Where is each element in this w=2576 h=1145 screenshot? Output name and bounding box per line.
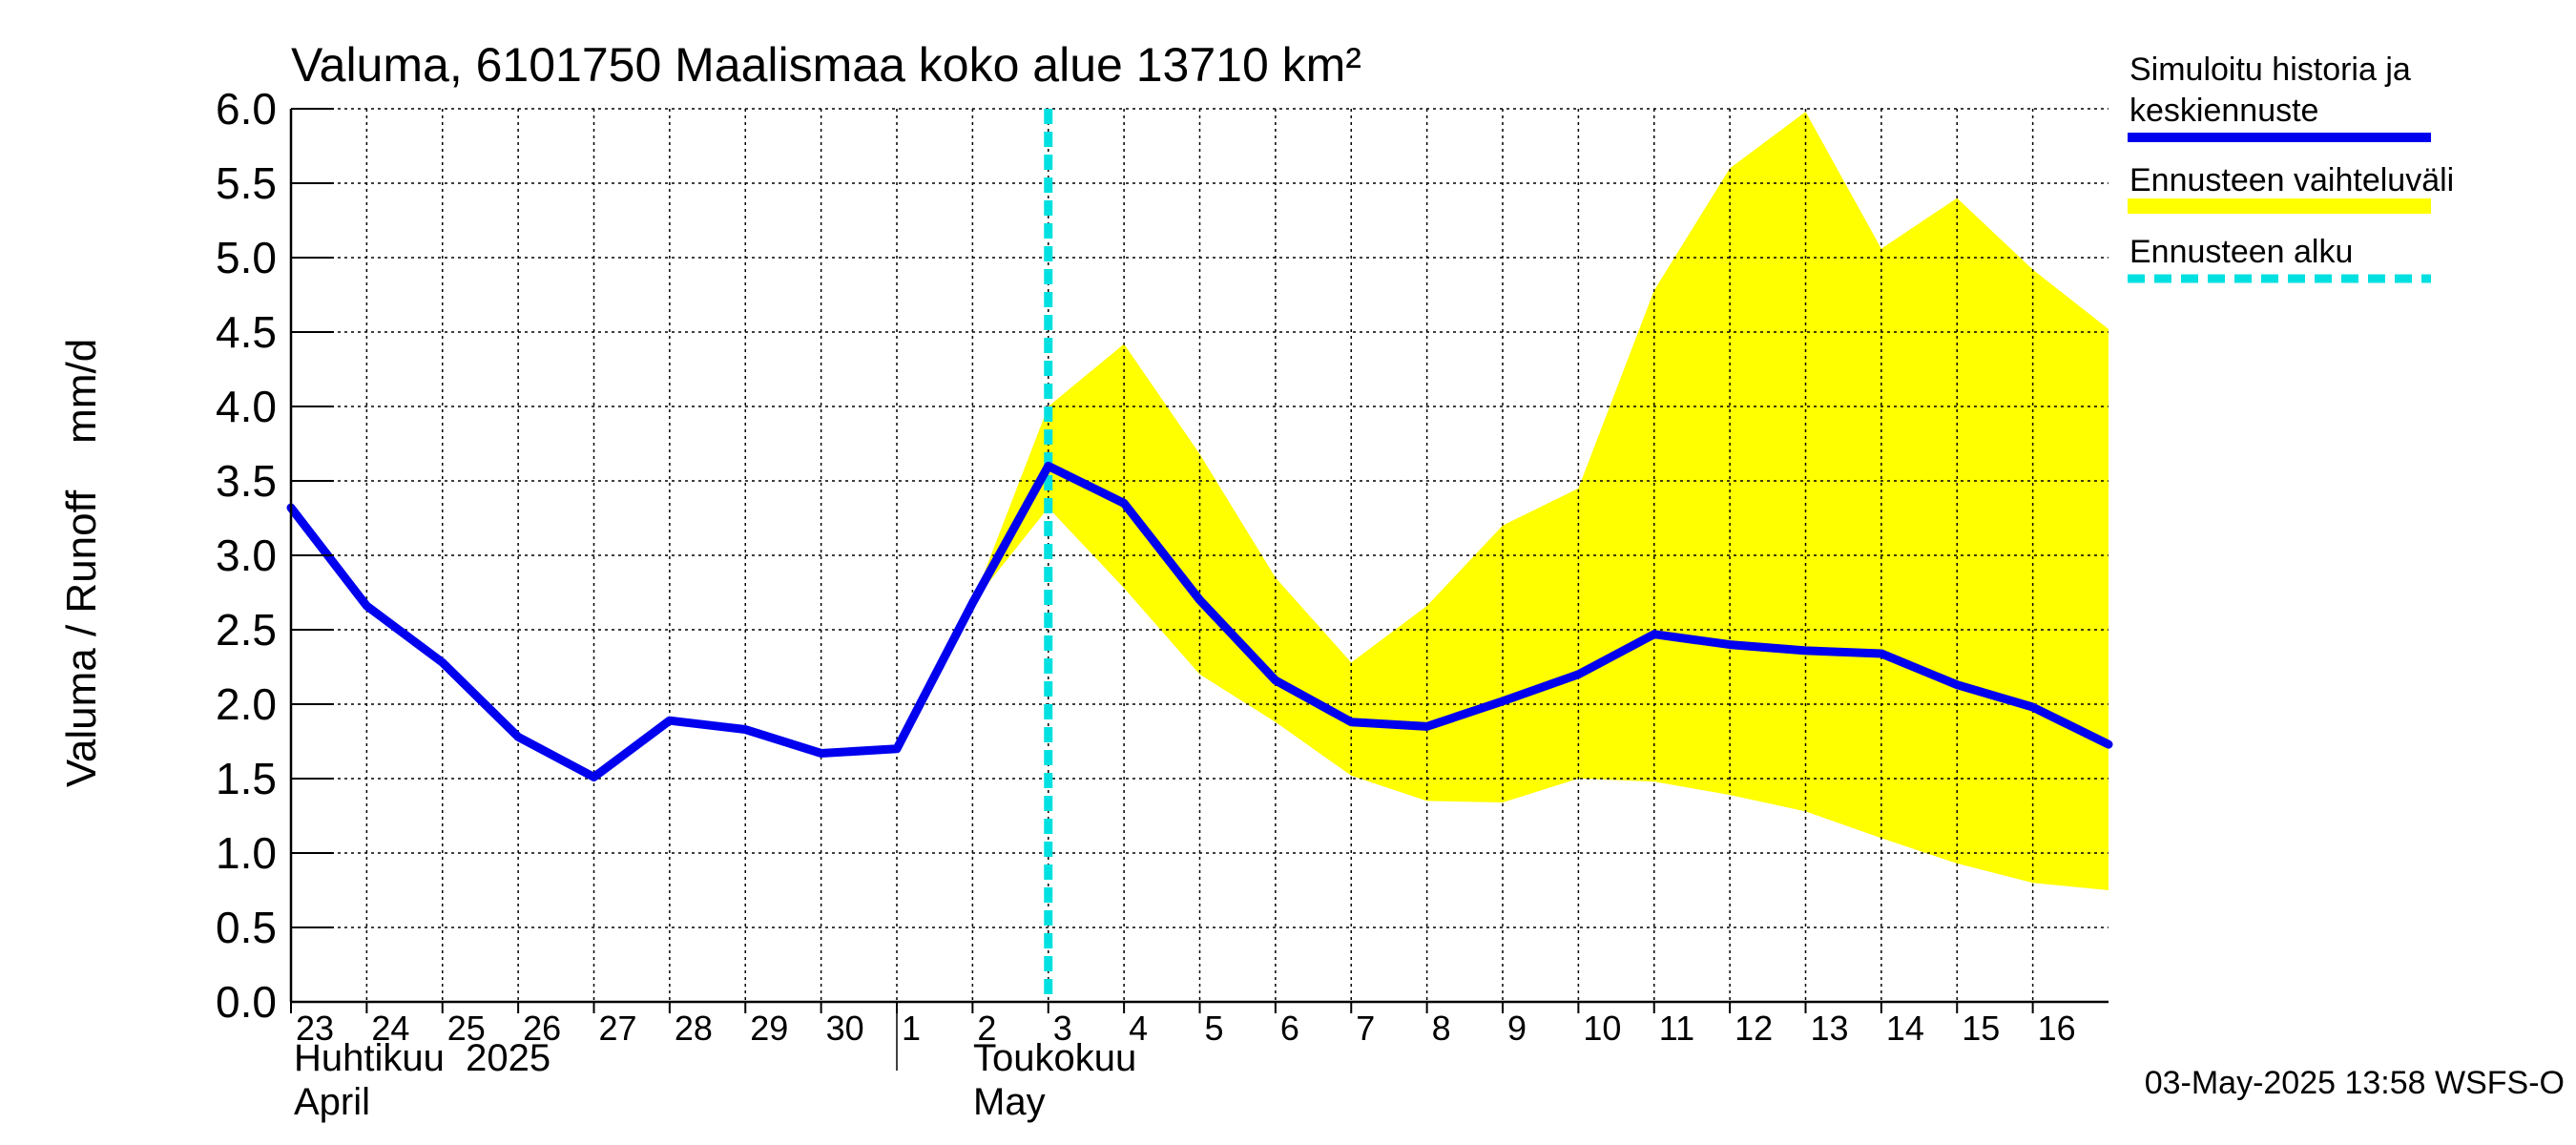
x-tick-label: 25 [447,1009,486,1048]
x-tick-label: 5 [1205,1009,1224,1048]
legend-label-series-line2: keskiennuste [2129,93,2318,129]
x-tick-label: 10 [1583,1009,1621,1048]
month-label-may: Toukokuu May [973,1037,1136,1123]
x-tick-label: 23 [296,1009,334,1048]
y-tick-label: 0.5 [216,903,277,952]
y-tick-label: 6.0 [216,84,277,134]
axes-layer: 0.0 0.5 1.0 1.5 2.0 2.5 3.0 3.5 4.0 4.5 5.0 5.5 6.0 2… [216,84,2109,1071]
x-tick-label: 15 [1962,1009,2000,1048]
legend: Simuloitu historia ja keskiennuste Ennus… [2128,52,2454,283]
legend-label-band: Ennusteen vaihteluväli [2129,162,2454,198]
y-tick-label: 4.5 [216,307,277,357]
month-label-fi-may: Toukokuu [973,1037,1136,1079]
x-tick-label: 4 [1129,1009,1148,1048]
series-line-simulated [286,461,2113,781]
x-tick-label: 8 [1432,1009,1451,1048]
month-label-en-april: April [294,1081,370,1123]
forecast-range-band [972,112,2109,891]
y-tick-label: 3.0 [216,531,277,580]
y-tick-label: 5.0 [216,233,277,282]
y-tick-label: 1.5 [216,754,277,803]
x-tick-label: 26 [523,1009,561,1048]
legend-label-forecast-start: Ennusteen alku [2129,234,2353,270]
y-tick-label: 0.0 [216,977,277,1027]
x-tick-label: 27 [599,1009,637,1048]
x-tick-label: 16 [2038,1009,2076,1048]
x-tick-label: 2 [977,1009,996,1048]
x-tick-label: 3 [1053,1009,1072,1048]
x-tick-label: 13 [1811,1009,1849,1048]
y-tick-label: 1.0 [216,828,277,878]
grid-layer [291,108,2109,1002]
series-layer [286,109,2113,1002]
month-label-april: Huhtikuu 2025 April [294,1037,551,1123]
x-tick-label: 12 [1735,1009,1773,1048]
x-tick-label: 6 [1280,1009,1299,1048]
month-label-en-may: May [973,1081,1046,1123]
x-tick-label: 9 [1507,1009,1527,1048]
forecast-band-layer [972,112,2109,891]
x-tick-label: 24 [371,1009,409,1048]
x-tick-label: 7 [1356,1009,1375,1048]
y-tick-label: 2.5 [216,605,277,655]
y-tick-label: 3.5 [216,456,277,506]
month-label-fi-april: Huhtikuu 2025 [294,1037,551,1079]
x-tick-label: 28 [675,1009,713,1048]
y-tick-label: 4.0 [216,382,277,431]
chart-title: Valuma, 6101750 Maalismaa koko alue 1371… [291,38,1361,92]
legend-label-series-line1: Simuloitu historia ja [2129,52,2411,88]
y-axis-label: Valuma / Runoff mm/d [58,339,105,787]
y-tick-label: 2.0 [216,679,277,729]
x-tick-label: 30 [826,1009,864,1048]
x-tick-label: 1 [902,1009,921,1048]
timestamp-footer: 03-May-2025 13:58 WSFS-O [2145,1065,2565,1101]
x-tick-label: 14 [1886,1009,1924,1048]
x-tick-label: 11 [1659,1009,1694,1048]
x-tick-label: 29 [750,1009,788,1048]
y-tick-label: 5.5 [216,158,277,208]
